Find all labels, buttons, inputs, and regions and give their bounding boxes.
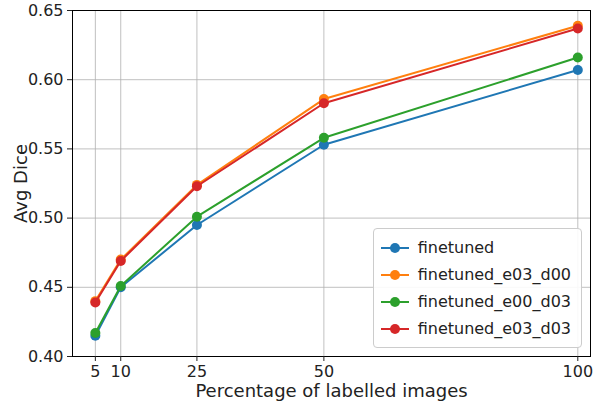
html-text:finetuned_e03_d03: finetuned_e03_d03 xyxy=(417,319,571,338)
svg-text:0.45: 0.45 xyxy=(28,277,64,296)
svg-text:Percentage of labelled images: Percentage of labelled images xyxy=(195,380,467,401)
html-text:finetuned_e00_d03: finetuned_e00_d03 xyxy=(417,292,571,311)
svg-text:25: 25 xyxy=(187,362,207,381)
html-text:finetuned_e03_d00: finetuned_e03_d00 xyxy=(417,265,571,284)
svg-text:10: 10 xyxy=(111,362,131,381)
svg-text:100: 100 xyxy=(563,362,594,381)
html-text:finetuned: finetuned xyxy=(417,238,495,257)
svg-text:0.60: 0.60 xyxy=(28,70,64,89)
svg-text:0.40: 0.40 xyxy=(28,347,64,366)
svg-text:5: 5 xyxy=(90,362,100,381)
svg-text:50: 50 xyxy=(314,362,334,381)
svg-text:Avg Dice: Avg Dice xyxy=(10,144,31,223)
svg-text:0.55: 0.55 xyxy=(28,139,64,158)
svg-text:0.50: 0.50 xyxy=(28,208,64,227)
svg-text:0.65: 0.65 xyxy=(28,1,64,20)
